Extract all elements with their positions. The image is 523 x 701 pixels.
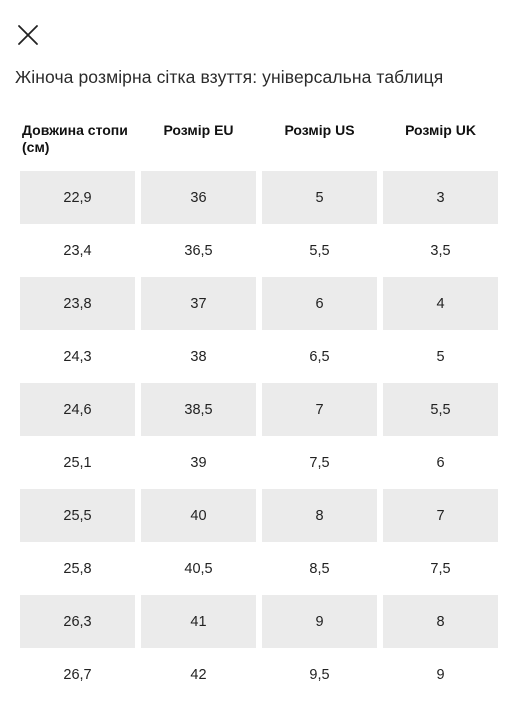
- header-size-uk: Розмір UK: [405, 122, 476, 138]
- cell-size-eu: 36,5: [184, 242, 213, 259]
- cell-foot-length: 25,8: [63, 560, 92, 577]
- cell-size-us: 9: [262, 595, 377, 648]
- size-chart-table: Довжина стопи (см) Розмір EU Розмір US Р…: [14, 118, 504, 701]
- cell-size-eu: 36: [141, 171, 256, 224]
- cell-size-uk: 7,5: [430, 560, 451, 577]
- cell-foot-length: 23,8: [20, 277, 135, 330]
- cell-size-us: 9,5: [309, 666, 330, 683]
- table-row: 26,7 42 9,5 9: [20, 648, 498, 701]
- cell-size-uk: 4: [383, 277, 498, 330]
- cell-size-uk: 8: [383, 595, 498, 648]
- table-row: 25,5 40 8 7: [20, 489, 498, 542]
- header-foot-length: Довжина стопи (см): [22, 122, 128, 155]
- table-row: 24,6 38,5 7 5,5: [20, 383, 498, 436]
- cell-size-eu: 38,5: [141, 383, 256, 436]
- cell-foot-length: 24,3: [63, 348, 92, 365]
- cell-foot-length: 25,5: [20, 489, 135, 542]
- cell-size-eu: 37: [141, 277, 256, 330]
- cell-size-eu: 40: [141, 489, 256, 542]
- cell-foot-length: 25,1: [63, 454, 92, 471]
- table-row: 25,1 39 7,5 6: [20, 436, 498, 489]
- header-size-eu: Розмір EU: [163, 122, 234, 138]
- table-row: 25,8 40,5 8,5 7,5: [20, 542, 498, 595]
- cell-size-uk: 3: [383, 171, 498, 224]
- cell-size-uk: 9: [436, 666, 445, 683]
- cell-size-uk: 7: [383, 489, 498, 542]
- cell-foot-length: 26,3: [20, 595, 135, 648]
- cell-size-us: 7: [262, 383, 377, 436]
- cell-size-uk: 5,5: [383, 383, 498, 436]
- cell-size-us: 8,5: [309, 560, 330, 577]
- table-row: 23,4 36,5 5,5 3,5: [20, 224, 498, 277]
- header-size-us: Розмір US: [284, 122, 355, 138]
- table-row: 26,3 41 9 8: [20, 595, 498, 648]
- cell-size-us: 8: [262, 489, 377, 542]
- cell-size-us: 6,5: [309, 348, 330, 365]
- cell-size-uk: 3,5: [430, 242, 451, 259]
- table-header-row: Довжина стопи (см) Розмір EU Розмір US Р…: [20, 118, 498, 171]
- cell-size-eu: 42: [190, 666, 207, 683]
- cell-size-eu: 38: [190, 348, 207, 365]
- cell-size-uk: 5: [436, 348, 445, 365]
- cell-size-eu: 40,5: [184, 560, 213, 577]
- cell-size-eu: 41: [141, 595, 256, 648]
- cell-foot-length: 23,4: [63, 242, 92, 259]
- cell-size-us: 7,5: [309, 454, 330, 471]
- cell-size-uk: 6: [436, 454, 445, 471]
- cell-size-eu: 39: [190, 454, 207, 471]
- table-row: 22,9 36 5 3: [20, 171, 498, 224]
- cell-foot-length: 26,7: [63, 666, 92, 683]
- cell-size-us: 6: [262, 277, 377, 330]
- close-icon: [15, 22, 41, 48]
- cell-foot-length: 24,6: [20, 383, 135, 436]
- cell-size-us: 5,5: [309, 242, 330, 259]
- cell-size-us: 5: [262, 171, 377, 224]
- table-row: 23,8 37 6 4: [20, 277, 498, 330]
- page-title: Жіноча розмірна сітка взуття: універсаль…: [15, 67, 444, 87]
- cell-foot-length: 22,9: [20, 171, 135, 224]
- close-button[interactable]: [15, 22, 41, 48]
- table-row: 24,3 38 6,5 5: [20, 330, 498, 383]
